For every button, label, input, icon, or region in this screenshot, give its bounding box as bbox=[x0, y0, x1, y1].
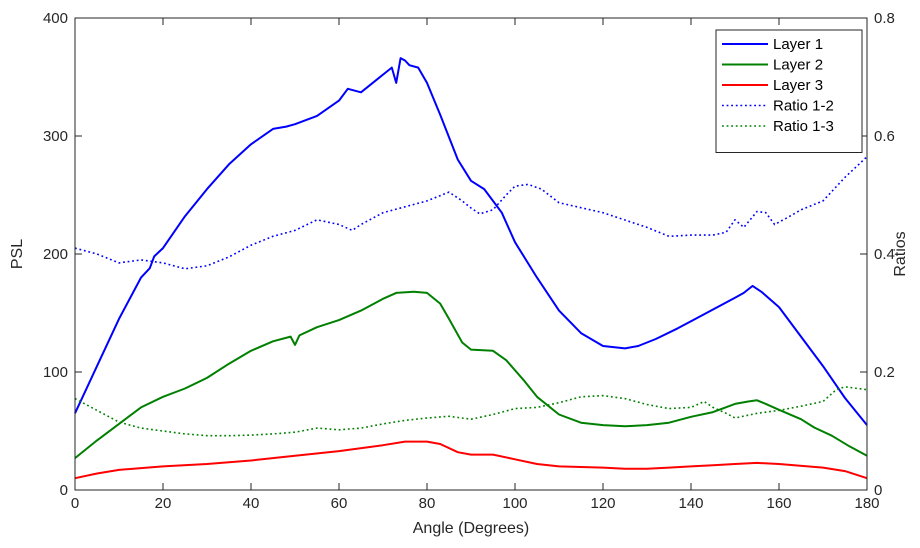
x-tick-label: 180 bbox=[854, 495, 879, 512]
plot-area bbox=[74, 57, 868, 480]
y-right-tick-label: 0.6 bbox=[874, 128, 895, 145]
y-left-tick-label: 400 bbox=[43, 10, 68, 27]
axes: 0 20 40 60 80 100 120 140 160 180010020030040000.… bbox=[43, 10, 895, 512]
y-left-tick-label: 300 bbox=[43, 128, 68, 145]
legend-label: Ratio 1-2 bbox=[773, 98, 834, 115]
y-right-tick-label: 0.8 bbox=[874, 10, 895, 27]
y-right-axis-title: Ratios bbox=[892, 231, 909, 276]
y-right-tick-label: 0.2 bbox=[874, 364, 895, 381]
x-tick-label: 160 bbox=[766, 495, 791, 512]
x-tick-label: 140 bbox=[678, 495, 703, 512]
y-right-tick-label: 0.4 bbox=[874, 246, 895, 263]
x-tick-label: 100 bbox=[502, 495, 527, 512]
legend: Layer 1 Layer 2 Layer 3 Ratio 1-2 Ratio 1-3 bbox=[715, 29, 863, 153]
y-left-tick-label: 0 bbox=[60, 482, 68, 499]
series-line-layer-2 bbox=[74, 290, 868, 459]
y-left-tick-label: 200 bbox=[43, 246, 68, 263]
x-tick-label: 60 bbox=[331, 495, 348, 512]
legend-label: Layer 3 bbox=[773, 77, 823, 94]
x-tick-label: 0 bbox=[71, 495, 79, 512]
series-line-ratio-1-2 bbox=[74, 156, 868, 270]
y-left-axis-title: PSL bbox=[9, 239, 26, 269]
series-line-layer-3 bbox=[74, 440, 868, 480]
x-tick-label: 120 bbox=[590, 495, 615, 512]
legend-label: Layer 2 bbox=[773, 57, 823, 74]
y-left-tick-label: 100 bbox=[43, 364, 68, 381]
series-line-ratio-1-3 bbox=[74, 386, 868, 437]
x-tick-label: 20 bbox=[155, 495, 172, 512]
legend-box bbox=[715, 29, 863, 153]
legend-label: Ratio 1-3 bbox=[773, 118, 834, 135]
x-axis-title: Angle (Degrees) bbox=[413, 520, 530, 537]
x-tick-label: 80 bbox=[419, 495, 436, 512]
series-line-layer-1 bbox=[74, 57, 868, 426]
legend-label: Layer 1 bbox=[773, 36, 823, 53]
x-tick-label: 40 bbox=[243, 495, 260, 512]
y-right-tick-label: 0 bbox=[874, 482, 882, 499]
